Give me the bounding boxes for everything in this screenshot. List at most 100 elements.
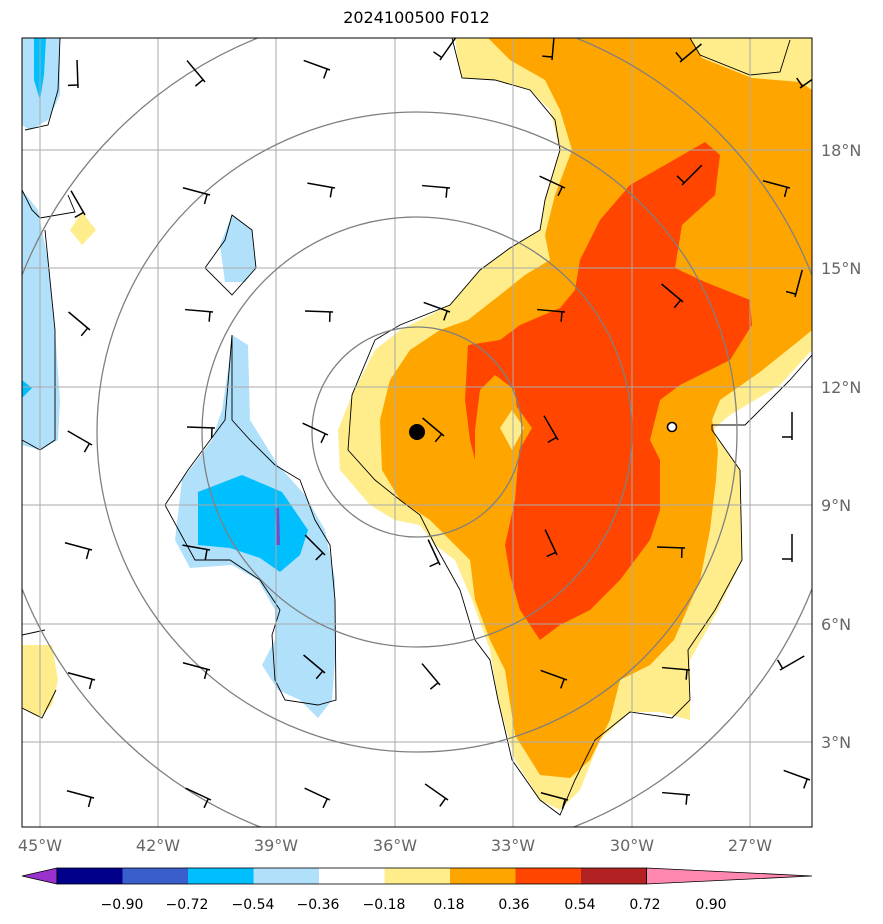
wind-barb-shaft — [307, 182, 336, 189]
wind-barb-shaft — [427, 539, 441, 566]
wind-barb-shaft — [551, 38, 555, 61]
wind-barb-shaft — [422, 184, 451, 189]
light-blue-blob-north — [220, 215, 256, 282]
colorbar-tick-label: 0.54 — [564, 897, 595, 913]
wind-barb-shaft — [543, 415, 559, 441]
wind-barb-feather — [83, 443, 91, 453]
wind-barb-feather — [320, 433, 326, 444]
wind-barb-feather — [74, 211, 84, 219]
wind-barb-feather — [433, 51, 443, 59]
light-blue-strip-west — [22, 190, 60, 450]
wind-barb-shaft — [422, 417, 445, 437]
wind-barb-shaft — [539, 175, 566, 189]
wind-barb-feather — [88, 679, 93, 690]
wind-barb-shaft — [303, 59, 331, 71]
wind-barb-feather — [676, 175, 685, 184]
blue-central-core — [198, 475, 308, 572]
wind-barb-shaft — [662, 666, 691, 671]
positive-anomaly-fill — [22, 38, 812, 810]
colorbar-tick-label: −0.36 — [297, 897, 340, 913]
plot-area — [22, 38, 812, 827]
negative-anomaly-fill — [22, 38, 335, 718]
wind-barb-feather — [323, 68, 328, 79]
wind-barb-shaft — [424, 783, 449, 801]
lat-label: 15°N — [821, 259, 861, 278]
wind-barb-feather — [783, 187, 788, 198]
colorbar-bin — [384, 868, 451, 884]
lat-label: 9°N — [821, 496, 851, 515]
wind-barb-shaft — [439, 38, 457, 61]
wind-barb-shaft — [762, 180, 791, 189]
lon-label: 42°W — [136, 836, 180, 855]
wind-barb-feather — [560, 311, 563, 322]
wind-barb-shaft — [66, 790, 95, 799]
colorbar-tick-label: −0.18 — [363, 897, 406, 913]
wind-barb-feather — [796, 77, 804, 87]
plot-frame — [21, 37, 813, 828]
wind-barb-feather — [194, 79, 204, 87]
wind-barb-shaft — [185, 787, 212, 801]
colorbar-extend-low — [21, 867, 58, 885]
wind-barb-feather — [547, 436, 557, 444]
wind-barb-shaft — [656, 546, 686, 549]
wind-barb-shaft — [799, 78, 812, 89]
wind-barb-shaft — [304, 534, 326, 556]
wind-barb-shaft — [540, 792, 569, 801]
wind-barb-shaft — [540, 669, 568, 681]
colorbar-bin — [319, 868, 385, 884]
secondary-center-marker — [666, 421, 678, 433]
colorbar-bin — [253, 868, 320, 884]
wind-barb-feather — [203, 669, 208, 680]
yellow-hole — [500, 410, 524, 450]
wind-barb-shaft — [421, 663, 441, 686]
colorbar-bin — [122, 868, 189, 884]
wind-barb-shaft — [537, 308, 566, 313]
lon-label: 39°W — [254, 836, 298, 855]
wind-barb-feather — [561, 799, 566, 810]
lat-label: 6°N — [821, 615, 851, 634]
wind-barb-shaft — [64, 542, 93, 551]
wind-barb-feather — [208, 311, 211, 322]
yellow-patch-north — [70, 212, 96, 245]
wind-barb-shaft — [681, 164, 703, 186]
map-title: 2024100500 F012 — [343, 8, 490, 27]
wind-barb-feather — [80, 327, 89, 337]
wind-barb-shaft — [185, 308, 214, 313]
colorbar-bin — [515, 868, 582, 884]
lon-label: 27°W — [728, 836, 772, 855]
wind-barb-feather — [542, 55, 553, 58]
blue-left-notch — [22, 380, 32, 398]
lon-axis-labels: 45°W 42°W 39°W 36°W 33°W 30°W 27°W — [18, 836, 772, 855]
wind-barb-feather — [803, 778, 808, 789]
wind-barb-feather — [445, 187, 448, 198]
wind-barb-shaft — [186, 426, 216, 429]
wind-barb-feather — [675, 51, 683, 61]
wind-barb-shaft — [76, 59, 79, 89]
wind-barb-shaft — [662, 791, 691, 796]
colorbar-bin — [57, 868, 123, 884]
wind-barb-shaft — [794, 269, 803, 298]
lat-label: 12°N — [821, 378, 861, 397]
wind-barb-shaft — [661, 283, 684, 303]
wind-barb-feather — [329, 187, 333, 198]
colorbar-tick-label: 0.18 — [433, 897, 464, 913]
wind-barb-shaft — [423, 301, 451, 313]
wind-barb-shaft — [304, 787, 331, 801]
colorbar-bin — [581, 868, 647, 884]
wind-barb-feather — [560, 678, 565, 689]
wind-barb-shaft — [779, 655, 805, 671]
lat-label: 18°N — [821, 141, 861, 160]
colorbar-tick-label: −0.54 — [232, 897, 275, 913]
colorbar-frame — [56, 867, 647, 885]
wind-barb-shaft — [679, 43, 702, 63]
wind-barb-shaft — [67, 672, 96, 681]
wind-barb-feather — [673, 299, 682, 309]
wind-barb-feather — [204, 549, 208, 560]
wind-barb-feather — [87, 797, 92, 808]
wind-barb-shaft — [182, 544, 211, 551]
wind-barb-feather — [322, 798, 328, 809]
wind-barb-feather — [315, 670, 324, 680]
colorbar — [21, 867, 813, 885]
wind-barb-shaft — [67, 430, 93, 446]
wind-barb-feather — [785, 290, 796, 295]
